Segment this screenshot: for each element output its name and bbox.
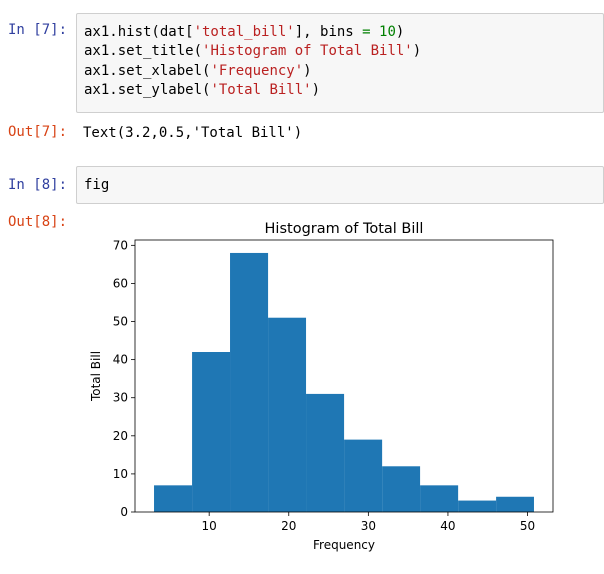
code-block-8: fig [84,176,109,195]
y-tick-label: 60 [113,276,128,290]
histogram-bar [268,317,307,512]
x-tick-label: 50 [520,519,535,533]
histogram-bar [154,485,193,512]
x-tick-label: 30 [361,519,376,533]
out-prompt-7: Out[7]: [8,124,68,140]
histogram-bar [230,252,269,512]
x-axis-label: Frequency [313,538,375,552]
y-tick-label: 20 [113,429,128,443]
y-tick-label: 50 [113,315,128,329]
y-axis-label: Total Bill [89,351,103,402]
y-tick-label: 70 [113,238,128,252]
x-tick-label: 20 [281,519,296,533]
code-line: ax1.set_ylabel('Total Bill') [84,82,321,99]
histogram-bar [382,466,421,512]
code-line: ax1.set_title('Histogram of Total Bill') [84,43,422,60]
y-tick-label: 10 [113,467,128,481]
histogram-bar [192,352,231,512]
y-tick-label: 30 [113,391,128,405]
histogram-bar [458,500,497,512]
y-tick-label: 0 [120,505,128,519]
code-line: ax1.set_xlabel('Frequency') [84,62,312,79]
histogram-bar [344,439,383,512]
histogram-chart: 10 20 30 40 50 0 10 20 30 40 50 60 70 Histogram of To… [89,221,554,552]
in-prompt-8: In [8]: [8,177,68,193]
in-prompt-7: In [7]: [8,22,68,38]
code-line: fig [84,177,110,193]
code-input-cell-7[interactable]: ax1.hist(dat['total_bill'], bins = 10) a… [76,13,604,113]
output-text-7: Text(3.2,0.5,'Total Bill') [83,125,303,141]
x-tick-label: 40 [440,519,455,533]
histogram-bar [420,485,459,512]
histogram-bar [496,496,534,512]
out-prompt-8: Out[8]: [8,214,68,230]
plot-frame [134,239,554,513]
histogram-bar [306,393,345,512]
y-tick-label: 40 [113,353,128,367]
chart-title: Histogram of Total Bill [265,221,424,237]
x-tick-label: 10 [202,519,217,533]
code-block-7: ax1.hist(dat['total_bill'], bins = 10) a… [84,23,421,101]
code-line: ax1.hist(dat['total_bill'], bins = 10) [84,24,405,40]
code-input-cell-8[interactable]: fig [76,166,604,204]
